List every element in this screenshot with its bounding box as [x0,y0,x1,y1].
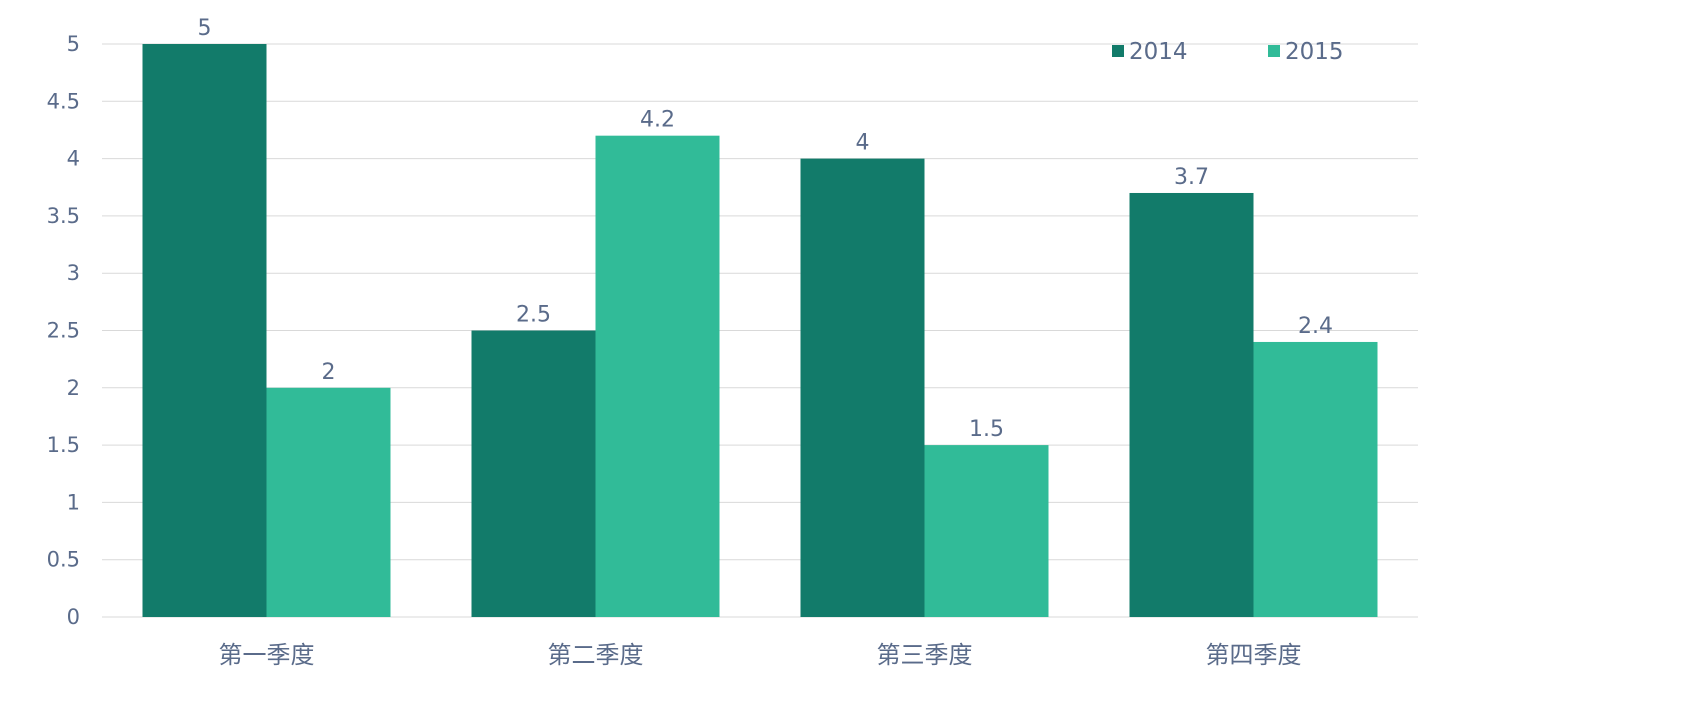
y-tick-label: 4.5 [47,89,80,113]
bar-2014-2 [471,330,596,617]
bar-2015-2 [595,135,720,617]
data-label: 2 [322,360,336,385]
bar-2015-4 [1253,341,1378,617]
bar-2015-3 [924,445,1049,617]
data-label: 5 [198,16,212,41]
data-label: 2.4 [1298,314,1333,339]
x-axis: 第一季度 第二季度 第三季度 第四季度 [219,641,1302,669]
y-tick-label: 1.5 [47,433,80,457]
data-label: 1.5 [969,417,1004,442]
bar-2015-1 [266,387,391,617]
y-tick-label: 5 [67,32,80,56]
y-tick-label: 0.5 [47,548,80,572]
legend-label-2014: 2014 [1129,39,1188,65]
data-label: 4.2 [640,108,675,133]
legend-swatch-2015 [1268,45,1280,57]
legend-swatch-2014 [1112,45,1124,57]
x-category-label: 第一季度 [219,641,315,669]
data-label: 3.7 [1174,165,1209,190]
legend-label-2015: 2015 [1285,39,1344,65]
data-label: 4 [856,131,870,156]
y-tick-label: 1 [67,490,80,514]
bar-2014-4 [1129,192,1254,618]
x-category-label: 第二季度 [548,641,644,669]
y-tick-label: 0 [67,605,80,629]
y-tick-label: 2 [67,376,80,400]
bars [142,44,1378,618]
y-tick-label: 2.5 [47,319,80,343]
y-tick-label: 3.5 [47,204,80,228]
x-category-label: 第三季度 [877,641,973,669]
bar-2014-3 [800,158,925,617]
y-axis: 0 0.5 1 1.5 2 2.5 3 3.5 4 4.5 5 [47,32,80,629]
y-tick-label: 3 [67,261,80,285]
y-tick-label: 4 [67,147,80,171]
data-labels: 5 2 2.5 4.2 4 1.5 3.7 2.4 [198,16,1334,442]
bar-2014-1 [142,44,267,617]
x-category-label: 第四季度 [1206,641,1302,669]
legend: 2014 2015 [1112,39,1344,65]
data-label: 2.5 [516,303,551,328]
